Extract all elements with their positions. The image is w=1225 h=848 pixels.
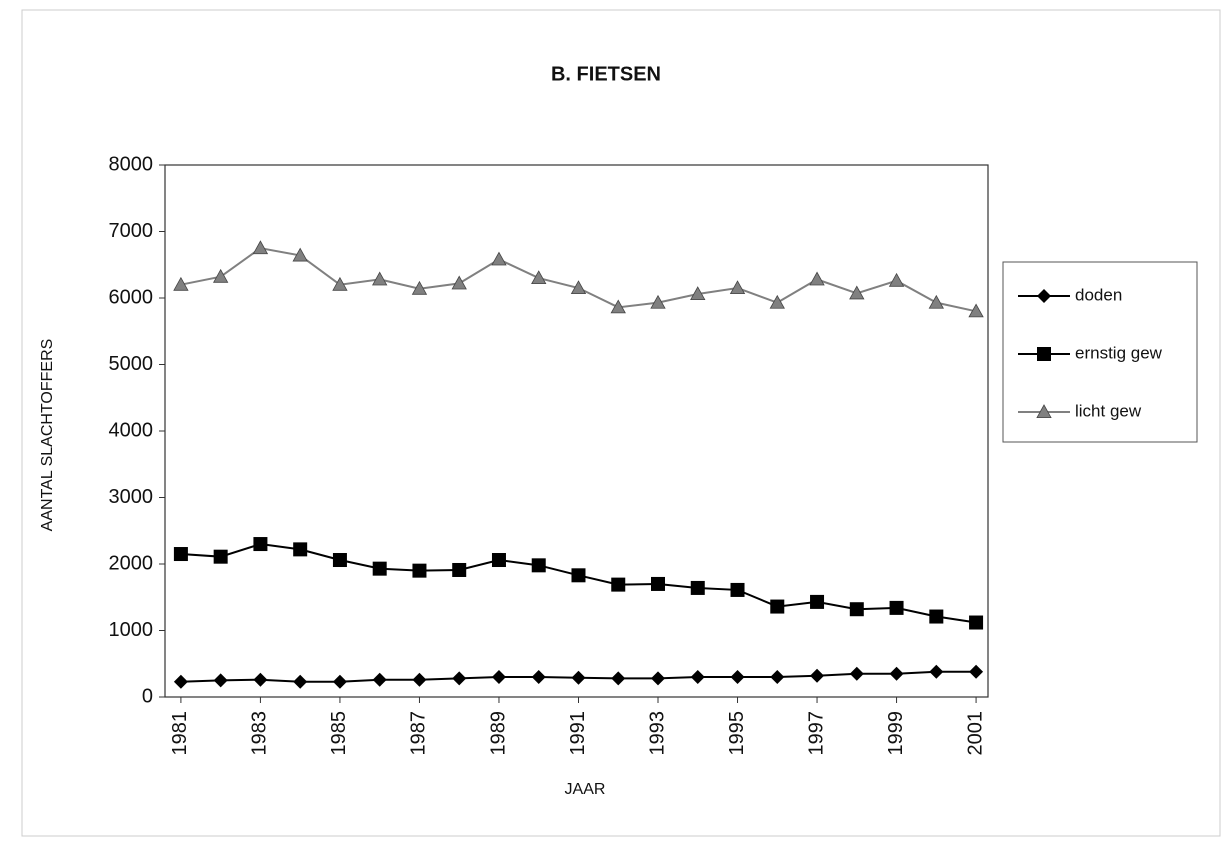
y-tick-label: 6000 bbox=[109, 286, 154, 308]
data-point bbox=[412, 672, 427, 687]
data-point bbox=[212, 268, 229, 283]
x-tick-label: 1987 bbox=[408, 711, 430, 756]
data-point bbox=[173, 276, 189, 291]
plot-area bbox=[164, 164, 989, 698]
legend-label: ernstig gew bbox=[1075, 343, 1163, 362]
data-point bbox=[213, 673, 228, 688]
legend-marker bbox=[1037, 347, 1051, 361]
data-point bbox=[292, 247, 308, 262]
data-point bbox=[411, 280, 428, 295]
data-point bbox=[213, 549, 228, 564]
data-point bbox=[372, 672, 387, 687]
data-point bbox=[570, 280, 587, 295]
y-tick-label: 4000 bbox=[109, 419, 154, 441]
x-axis-label: JAAR bbox=[565, 781, 606, 798]
data-point bbox=[968, 303, 984, 318]
data-point bbox=[173, 674, 188, 689]
data-point bbox=[332, 553, 347, 568]
data-point bbox=[412, 563, 427, 578]
y-tick-label: 5000 bbox=[109, 353, 154, 375]
data-point bbox=[531, 670, 546, 685]
data-point bbox=[651, 671, 666, 686]
data-point bbox=[690, 286, 706, 301]
data-point bbox=[969, 615, 984, 630]
data-point bbox=[531, 558, 546, 573]
x-tick-label: 1981 bbox=[169, 711, 191, 756]
x-tick-label: 1989 bbox=[487, 711, 509, 756]
data-point bbox=[332, 276, 348, 291]
data-point bbox=[571, 568, 586, 583]
x-tick-label: 1983 bbox=[249, 711, 271, 756]
data-point bbox=[611, 671, 626, 686]
data-point bbox=[928, 294, 944, 309]
data-point bbox=[690, 670, 705, 685]
data-point bbox=[650, 294, 666, 309]
data-point bbox=[810, 668, 825, 683]
x-tick-label: 1991 bbox=[567, 711, 589, 756]
data-point bbox=[770, 599, 785, 614]
data-point bbox=[849, 666, 864, 681]
x-tick-label: 1993 bbox=[646, 711, 668, 756]
data-point bbox=[889, 666, 904, 681]
data-point bbox=[252, 240, 269, 255]
legend-marker bbox=[1036, 404, 1052, 418]
y-tick-label: 8000 bbox=[109, 153, 154, 175]
legend-label: doden bbox=[1075, 285, 1122, 304]
data-point bbox=[730, 582, 745, 597]
data-point bbox=[889, 600, 904, 615]
data-point bbox=[611, 577, 626, 592]
data-point bbox=[929, 664, 944, 679]
data-point bbox=[173, 547, 188, 562]
data-point bbox=[929, 609, 944, 624]
data-point bbox=[651, 576, 666, 591]
data-point bbox=[293, 542, 308, 557]
data-point bbox=[770, 670, 785, 685]
data-point bbox=[372, 561, 387, 576]
data-point bbox=[888, 272, 905, 287]
data-point bbox=[293, 674, 308, 689]
data-point bbox=[253, 537, 268, 552]
x-tick-label: 1995 bbox=[726, 711, 748, 756]
data-point bbox=[849, 602, 864, 617]
data-point bbox=[332, 674, 347, 689]
data-point bbox=[571, 670, 586, 685]
data-point bbox=[452, 671, 467, 686]
x-tick-label: 1997 bbox=[805, 711, 827, 756]
data-point bbox=[253, 672, 268, 687]
x-tick-label: 2001 bbox=[964, 711, 986, 756]
data-point bbox=[610, 299, 626, 314]
y-tick-label: 0 bbox=[142, 685, 153, 707]
data-point bbox=[810, 594, 825, 609]
x-tick-label: 1985 bbox=[328, 711, 350, 756]
data-point bbox=[849, 285, 865, 300]
legend-marker bbox=[1037, 289, 1051, 303]
y-tick-label: 3000 bbox=[109, 486, 154, 508]
data-point bbox=[491, 251, 507, 266]
data-point bbox=[729, 280, 746, 295]
data-point bbox=[769, 294, 785, 309]
data-point bbox=[809, 271, 825, 286]
y-tick-label: 2000 bbox=[109, 552, 154, 574]
data-point bbox=[531, 270, 547, 285]
data-point bbox=[372, 271, 388, 286]
data-point bbox=[491, 670, 506, 685]
data-point bbox=[451, 275, 467, 290]
data-point bbox=[969, 664, 984, 679]
x-tick-label: 1999 bbox=[885, 711, 907, 756]
legend-label: licht gew bbox=[1075, 401, 1142, 420]
y-axis-label: AANTAL SLACHTOFFERS bbox=[39, 339, 56, 532]
chart-frame bbox=[21, 9, 1221, 837]
chart-title: B. FIETSEN bbox=[551, 63, 661, 85]
y-tick-label: 7000 bbox=[109, 220, 154, 242]
data-point bbox=[690, 580, 705, 595]
data-point bbox=[491, 553, 506, 568]
data-point bbox=[730, 670, 745, 685]
data-point bbox=[452, 562, 467, 577]
y-tick-label: 1000 bbox=[109, 619, 154, 641]
